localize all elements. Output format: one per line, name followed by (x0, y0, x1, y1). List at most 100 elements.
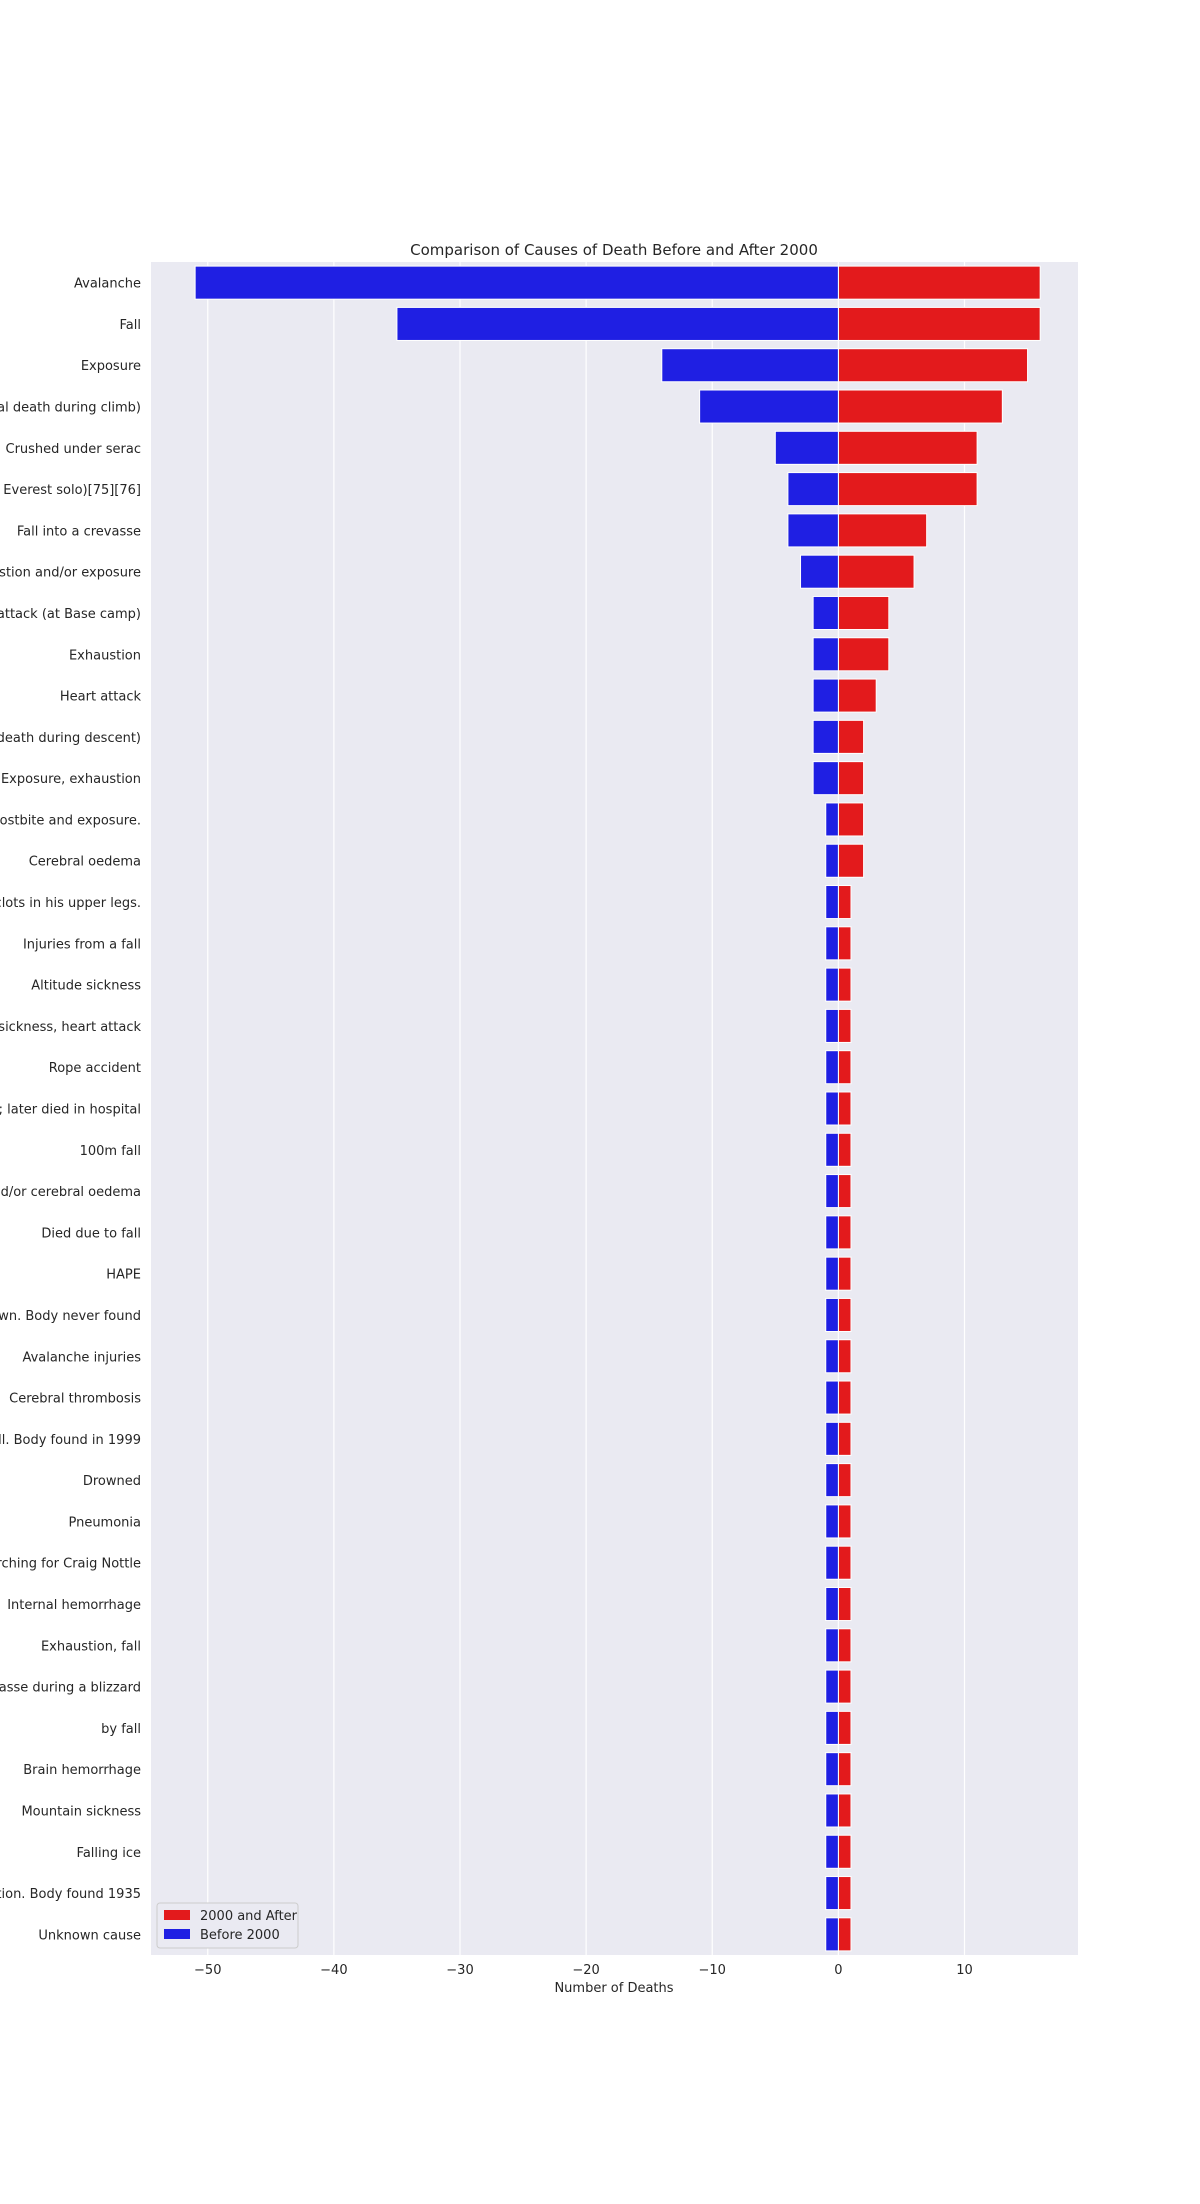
y-tick-label-11: l death during descent) (0, 731, 141, 746)
bar-before-2000-31 (825, 1545, 839, 1580)
bar-before-2000-30 (825, 1504, 839, 1539)
bar-2000-and-after-2 (837, 348, 1029, 383)
bar-before-2000-10 (812, 678, 839, 713)
bar-2000-and-after-26 (837, 1339, 852, 1374)
bar-2000-and-after-16 (837, 926, 852, 961)
y-tick-label-30: Pneumonia (68, 1515, 141, 1530)
bar-before-2000-37 (825, 1793, 839, 1828)
bar-before-2000-29 (825, 1463, 839, 1498)
y-tick-labels: Avalanche Fall Exposure ntal death during c… (0, 277, 141, 1944)
y-tick-label-20: 6; later died in hospital (0, 1103, 141, 1118)
y-tick-label-19: Rope accident (49, 1061, 141, 1076)
plot-background (151, 262, 1078, 1955)
y-tick-label-3: ntal death during climb) (0, 401, 141, 416)
bar-2000-and-after-4 (837, 430, 978, 465)
bar-2000-and-after-17 (837, 967, 852, 1002)
bar-before-2000-20 (825, 1091, 839, 1126)
bar-2000-and-after-21 (837, 1132, 852, 1167)
y-tick-label-24: HAPE (106, 1268, 141, 1283)
x-axis-label: Number of Deaths (554, 1981, 673, 1996)
x-tick-labels: −50 −40 −30 −20 −10 0 10 (194, 1963, 973, 1978)
bar-before-2000-39 (825, 1876, 839, 1911)
bar-before-2000-27 (825, 1380, 839, 1415)
bar-2000-and-after-30 (837, 1504, 852, 1539)
y-tick-label-40: Unknown cause (38, 1928, 141, 1943)
bar-2000-and-after-19 (837, 1050, 852, 1085)
y-tick-label-7: ustion and/or exposure (0, 566, 141, 581)
y-tick-label-5: d Everest solo)[75][76] (0, 483, 141, 498)
bar-before-2000-28 (825, 1421, 839, 1456)
bar-before-2000-5 (787, 472, 839, 507)
bar-2000-and-after-37 (837, 1793, 852, 1828)
bar-before-2000-18 (825, 1008, 839, 1043)
bar-before-2000-7 (800, 554, 839, 589)
x-tick-label-2: −30 (446, 1963, 473, 1978)
bar-2000-and-after-27 (837, 1380, 852, 1415)
y-tick-label-37: Mountain sickness (21, 1804, 141, 1819)
bar-before-2000-4 (774, 430, 839, 465)
legend-swatch-2000-and-after (164, 1910, 190, 1920)
x-tick-label-4: −10 (699, 1963, 726, 1978)
bar-before-2000-9 (812, 637, 839, 672)
bar-2000-and-after-13 (837, 802, 865, 837)
legend-label-before-2000: Before 2000 (200, 1928, 280, 1943)
bar-2000-and-after-34 (837, 1669, 852, 1704)
y-tick-label-27: Cerebral thrombosis (9, 1392, 141, 1407)
bar-2000-and-after-0 (837, 265, 1041, 300)
bar-2000-and-after-29 (837, 1463, 852, 1498)
y-tick-label-9: Exhaustion (69, 648, 141, 663)
y-tick-label-16: Injuries from a fall (23, 937, 141, 952)
bar-before-2000-35 (825, 1710, 839, 1745)
bar-before-2000-40 (825, 1917, 839, 1952)
bar-before-2000-14 (825, 843, 839, 878)
y-tick-label-32: Internal hemorrhage (7, 1598, 141, 1613)
bar-2000-and-after-1 (837, 306, 1041, 341)
y-tick-label-33: Exhaustion, fall (41, 1639, 141, 1654)
bar-before-2000-15 (825, 885, 839, 920)
y-tick-label-12: Exposure, exhaustion (1, 772, 141, 787)
bar-2000-and-after-33 (837, 1628, 852, 1663)
bar-2000-and-after-40 (837, 1917, 852, 1952)
bar-before-2000-32 (825, 1586, 839, 1622)
bar-before-2000-38 (825, 1834, 839, 1869)
bar-2000-and-after-24 (837, 1256, 852, 1291)
bar-2000-and-after-35 (837, 1710, 852, 1745)
bar-before-2000-6 (787, 513, 839, 548)
bar-before-2000-23 (825, 1215, 839, 1250)
bar-2000-and-after-31 (837, 1545, 852, 1580)
chart-title: Comparison of Causes of Death Before and… (410, 241, 818, 259)
bar-2000-and-after-23 (837, 1215, 852, 1250)
y-tick-label-39: ation. Body found 1935 (0, 1887, 141, 1902)
bar-2000-and-after-7 (837, 554, 915, 589)
bar-2000-and-after-22 (837, 1174, 852, 1209)
y-tick-label-18: e sickness, heart attack (0, 1020, 141, 1035)
y-tick-label-8: t attack (at Base camp) (0, 607, 141, 622)
y-tick-label-34: vasse during a blizzard (0, 1681, 141, 1696)
y-tick-label-0: Avalanche (74, 277, 141, 292)
bar-before-2000-13 (825, 802, 839, 837)
bar-before-2000-21 (825, 1132, 839, 1167)
y-tick-label-14: Cerebral oedema (29, 855, 141, 870)
bar-2000-and-after-15 (837, 885, 852, 920)
y-tick-label-35: by fall (101, 1722, 141, 1737)
bar-before-2000-17 (825, 967, 839, 1002)
bar-2000-and-after-38 (837, 1834, 852, 1869)
y-tick-label-23: Died due to fall (41, 1226, 141, 1241)
bar-2000-and-after-8 (837, 595, 890, 631)
bar-2000-and-after-39 (837, 1876, 852, 1911)
legend-box (156, 1902, 299, 1949)
bar-2000-and-after-6 (837, 513, 928, 548)
bar-before-2000-3 (699, 389, 839, 424)
bar-2000-and-after-14 (837, 843, 865, 878)
bar-before-2000-36 (825, 1752, 839, 1787)
bar-2000-and-after-18 (837, 1008, 852, 1043)
bar-2000-and-after-5 (837, 472, 978, 507)
legend-label-2000-and-after: 2000 and After (200, 1909, 298, 1924)
bar-before-2000-16 (825, 926, 839, 961)
bar-before-2000-24 (825, 1256, 839, 1291)
bar-before-2000-22 (825, 1174, 839, 1209)
y-tick-label-4: Crushed under serac (6, 442, 142, 457)
bar-before-2000-2 (661, 348, 839, 383)
